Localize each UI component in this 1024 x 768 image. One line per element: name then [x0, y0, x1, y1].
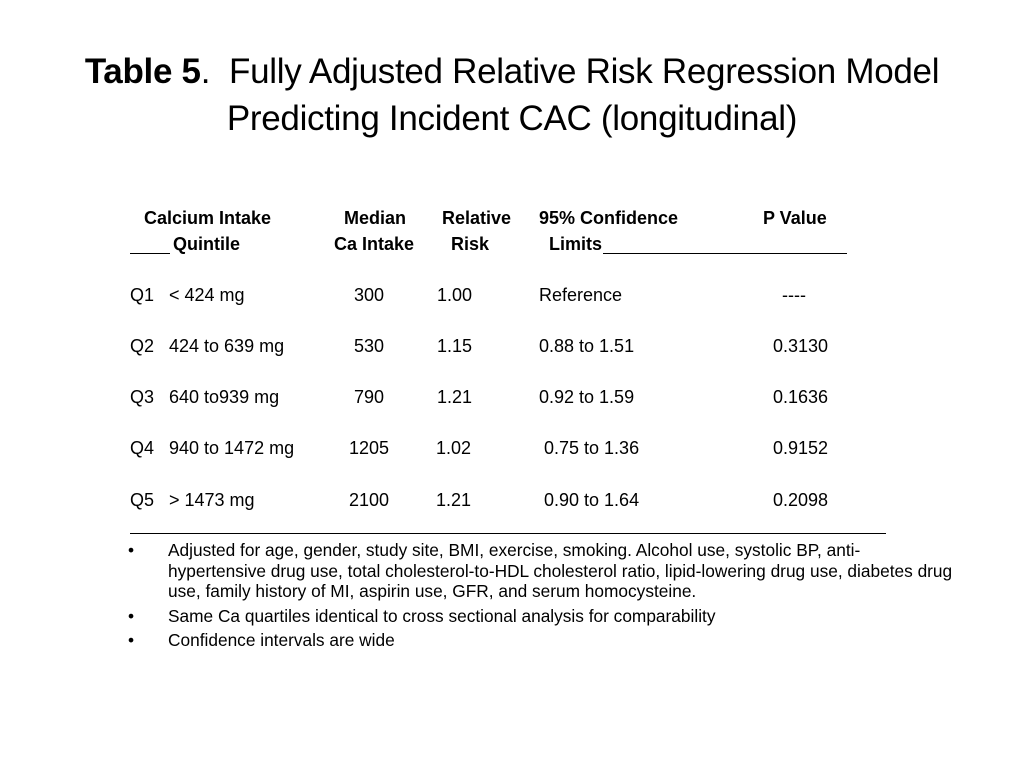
- title-line-2: Predicting Incident CAC (longitudinal): [226, 99, 798, 138]
- header-quintile: Quintile: [173, 234, 240, 254]
- cell-quintile: Q4: [130, 438, 155, 458]
- footnote-text: Adjusted for age, gender, study site, BM…: [168, 540, 953, 601]
- header-rule-right: [603, 253, 847, 254]
- footnote-item: • Same Ca quartiles identical to cross s…: [128, 606, 958, 627]
- cell-median: 2100: [349, 490, 390, 510]
- bullet-icon: •: [128, 630, 135, 650]
- bullet-icon: •: [128, 605, 135, 626]
- cell-quintile: Q2: [130, 336, 155, 356]
- cell-confidence-limits: 0.90 to 1.64: [544, 490, 640, 510]
- cell-quintile: Q1: [130, 285, 155, 305]
- title-separator: .: [200, 52, 211, 91]
- cell-relative-risk: 1.00: [437, 285, 473, 305]
- footnote-text: Same Ca quartiles identical to cross sec…: [168, 605, 716, 626]
- cell-confidence-limits: 0.92 to 1.59: [539, 387, 635, 407]
- cell-p-value: 0.2098: [773, 490, 829, 510]
- header-p-value: P Value: [763, 208, 827, 228]
- footnote-item: • Confidence intervals are wide: [128, 630, 958, 651]
- cell-intake-range: < 424 mg: [169, 285, 245, 305]
- cell-relative-risk: 1.02: [436, 438, 472, 458]
- table-label: Table 5: [84, 52, 201, 91]
- cell-p-value: ----: [782, 285, 806, 305]
- title-line-1: Table 5. Fully Adjusted Relative Risk Re…: [40, 48, 984, 95]
- header-relative: Relative: [442, 208, 512, 228]
- header-median: Median: [344, 208, 407, 228]
- cell-median: 1205: [349, 438, 390, 458]
- title-line1-text: Fully Adjusted Relative Risk Regression …: [229, 52, 940, 91]
- cell-median: 790: [354, 387, 385, 407]
- cell-p-value: 0.1636: [773, 387, 829, 407]
- header-rule-left: [130, 253, 170, 254]
- footnote-text: Confidence intervals are wide: [168, 630, 395, 650]
- cell-confidence-limits: Reference: [539, 285, 623, 305]
- header-limits: Limits: [549, 234, 603, 254]
- cell-intake-range: 940 to 1472 mg: [169, 438, 295, 458]
- cell-median: 530: [354, 336, 385, 356]
- cell-quintile: Q3: [130, 387, 155, 407]
- cell-relative-risk: 1.21: [436, 490, 472, 510]
- cell-confidence-limits: 0.75 to 1.36: [544, 438, 640, 458]
- table-bottom-rule: [130, 533, 886, 534]
- cell-intake-range: 640 to939 mg: [169, 387, 280, 407]
- footnote-item: • Adjusted for age, gender, study site, …: [128, 540, 958, 602]
- slide-title: Table 5. Fully Adjusted Relative Risk Re…: [40, 48, 984, 142]
- header-risk: Risk: [451, 234, 490, 254]
- header-calcium-intake: Calcium Intake: [144, 208, 272, 228]
- cell-confidence-limits: 0.88 to 1.51: [539, 336, 635, 356]
- cell-relative-risk: 1.15: [437, 336, 473, 356]
- cell-p-value: 0.3130: [773, 336, 829, 356]
- bullet-icon: •: [128, 540, 135, 560]
- cell-p-value: 0.9152: [773, 438, 829, 458]
- header-confidence: 95% Confidence: [539, 208, 679, 228]
- cell-quintile: Q5: [130, 490, 155, 510]
- cell-intake-range: > 1473 mg: [169, 490, 255, 510]
- cell-median: 300: [354, 285, 385, 305]
- footnotes: • Adjusted for age, gender, study site, …: [128, 540, 958, 655]
- cell-intake-range: 424 to 639 mg: [169, 336, 285, 356]
- cell-relative-risk: 1.21: [437, 387, 473, 407]
- header-ca-intake: Ca Intake: [334, 234, 415, 254]
